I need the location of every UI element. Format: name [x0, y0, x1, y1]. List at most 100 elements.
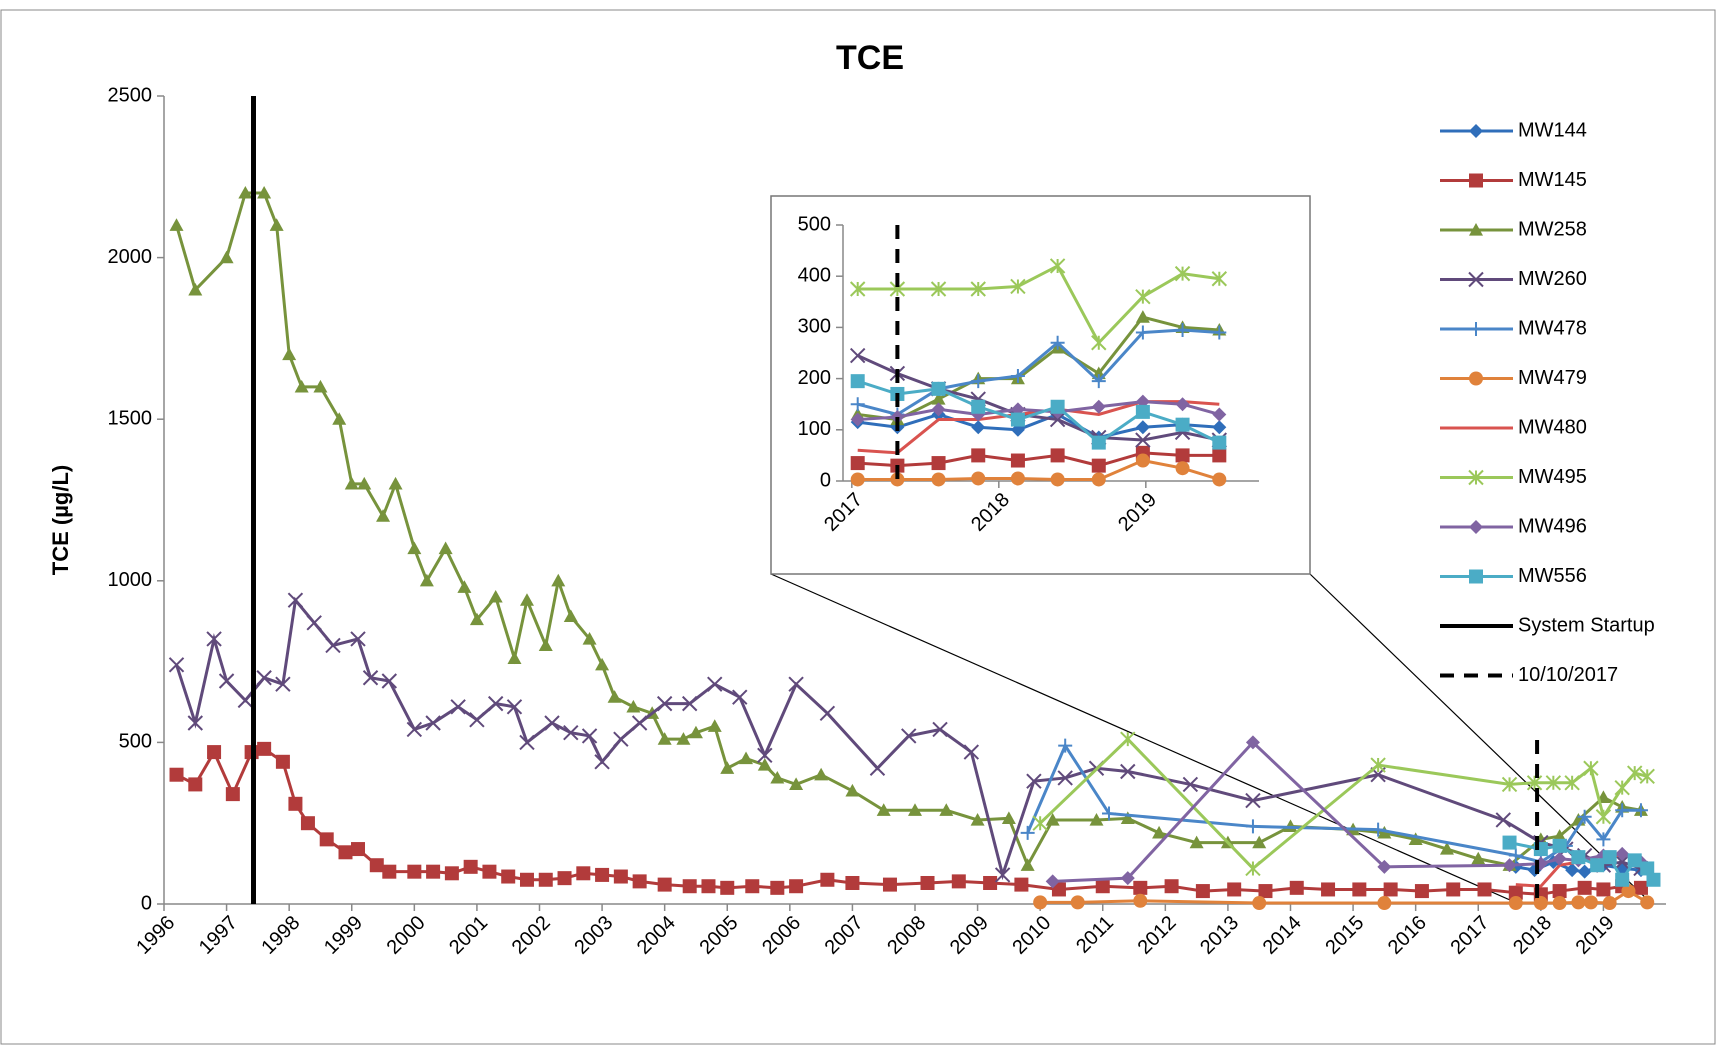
- marker: [1010, 278, 1026, 295]
- marker: [469, 712, 485, 728]
- legend-label: MW479: [1518, 367, 1587, 389]
- marker: [282, 347, 297, 361]
- marker: [1502, 858, 1517, 873]
- marker: [656, 695, 673, 712]
- marker: [1212, 420, 1227, 435]
- marker: [1289, 880, 1304, 895]
- y-tick-label: 500: [798, 213, 831, 235]
- marker: [419, 573, 434, 587]
- marker: [1469, 124, 1483, 138]
- marker: [876, 803, 891, 816]
- marker: [1010, 453, 1025, 468]
- marker: [1102, 806, 1117, 821]
- marker: [1091, 335, 1107, 351]
- marker: [275, 754, 290, 769]
- marker: [206, 631, 222, 647]
- marker: [1258, 884, 1273, 899]
- legend-label: MW495: [1518, 466, 1587, 488]
- marker: [613, 731, 629, 747]
- y-tick-label: 200: [798, 367, 831, 389]
- marker: [788, 676, 804, 692]
- marker: [507, 651, 522, 664]
- marker: [1245, 735, 1260, 750]
- marker: [1050, 448, 1065, 463]
- marker: [994, 867, 1011, 883]
- series-line: [857, 400, 1220, 422]
- marker: [1050, 472, 1065, 487]
- marker: [488, 589, 503, 603]
- marker: [1590, 858, 1605, 873]
- legend-label: MW556: [1518, 565, 1587, 587]
- legend-label: 10/10/2017: [1518, 664, 1618, 686]
- marker: [681, 695, 698, 712]
- marker: [939, 803, 954, 816]
- marker: [362, 670, 379, 686]
- legend-label: MW258: [1518, 218, 1587, 240]
- legend-label: MW478: [1518, 317, 1587, 339]
- marker: [1371, 822, 1386, 837]
- marker: [1175, 448, 1190, 463]
- marker: [1646, 872, 1661, 887]
- marker: [1552, 851, 1567, 866]
- marker: [1175, 397, 1190, 412]
- marker: [344, 476, 359, 490]
- marker: [1477, 882, 1492, 897]
- marker: [890, 472, 905, 487]
- marker: [1091, 374, 1106, 389]
- marker: [1469, 173, 1483, 188]
- marker: [1252, 835, 1267, 849]
- marker: [707, 719, 722, 732]
- marker: [506, 699, 523, 715]
- marker: [745, 879, 760, 894]
- marker: [1133, 880, 1148, 895]
- marker: [631, 715, 648, 731]
- marker: [1010, 412, 1025, 427]
- marker: [1212, 472, 1227, 487]
- marker: [789, 777, 804, 791]
- marker: [1135, 325, 1150, 340]
- marker: [739, 751, 754, 765]
- marker: [501, 869, 516, 884]
- marker: [882, 877, 897, 892]
- marker: [1469, 520, 1483, 534]
- marker: [519, 593, 534, 606]
- marker: [438, 541, 453, 555]
- marker: [1633, 880, 1648, 895]
- marker: [463, 859, 478, 874]
- marker: [319, 832, 334, 847]
- marker: [256, 670, 272, 686]
- marker: [1045, 874, 1060, 889]
- marker: [294, 379, 309, 393]
- marker: [1602, 896, 1617, 911]
- marker: [757, 758, 772, 771]
- marker: [931, 402, 946, 417]
- marker: [1596, 882, 1611, 897]
- marker: [1552, 884, 1567, 899]
- marker: [1533, 896, 1548, 911]
- marker: [1383, 882, 1398, 897]
- marker: [1615, 803, 1630, 818]
- marker: [983, 875, 998, 890]
- series-line: [857, 315, 1220, 422]
- marker: [1377, 896, 1392, 911]
- marker: [218, 673, 235, 689]
- marker: [582, 631, 597, 645]
- marker: [1571, 895, 1586, 910]
- marker: [237, 692, 254, 709]
- series-line: [857, 451, 1220, 468]
- marker: [1602, 850, 1617, 865]
- marker: [1010, 369, 1025, 384]
- marker: [188, 282, 203, 296]
- marker: [930, 281, 947, 297]
- marker: [1577, 880, 1592, 895]
- marker: [594, 754, 610, 770]
- marker: [357, 476, 372, 490]
- marker: [1552, 829, 1567, 842]
- legend-label: MW145: [1518, 169, 1587, 191]
- marker: [789, 879, 804, 894]
- marker: [519, 734, 535, 751]
- marker: [1583, 760, 1599, 776]
- y-tick-label: 300: [798, 316, 831, 338]
- marker: [1227, 882, 1242, 897]
- marker: [544, 715, 560, 731]
